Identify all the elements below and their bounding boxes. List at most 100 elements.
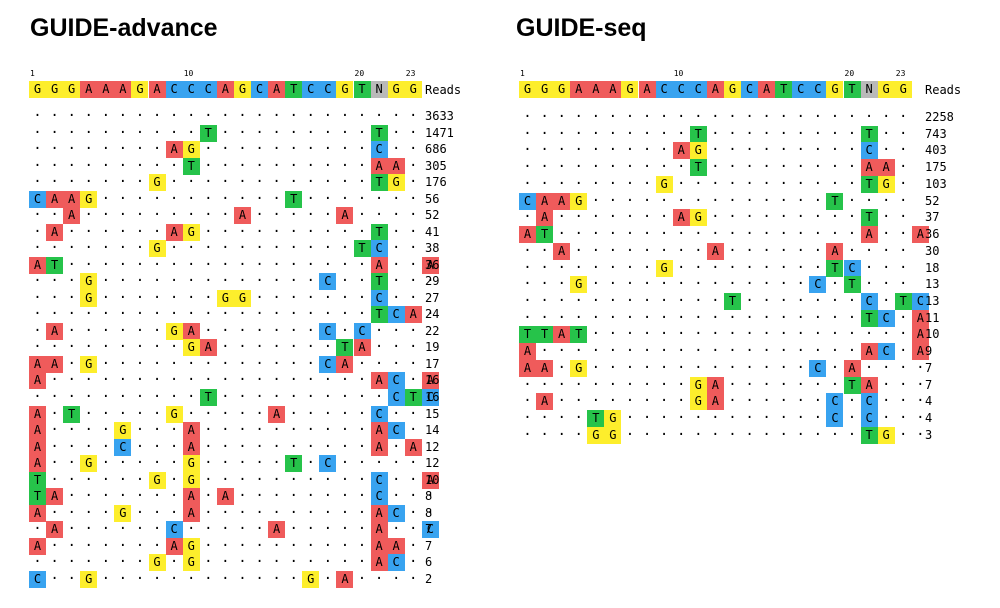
mismatch-base: G <box>182 223 200 241</box>
match-dot: · <box>306 438 315 455</box>
mismatch-base: A <box>29 355 46 373</box>
mismatch-base: T <box>536 326 554 344</box>
match-dot: · <box>745 192 754 209</box>
match-dot: · <box>728 142 737 159</box>
match-dot: · <box>187 372 196 389</box>
match-dot: · <box>745 175 754 192</box>
mismatch-base: C <box>319 355 337 373</box>
mismatch-base: G <box>604 410 622 428</box>
match-dot: · <box>323 223 333 240</box>
match-dot: · <box>221 240 230 257</box>
mismatch-base: G <box>689 142 707 160</box>
match-dot: · <box>728 242 737 259</box>
match-dot: · <box>409 256 418 273</box>
match-dot: · <box>796 326 805 343</box>
match-dot: · <box>67 355 76 372</box>
mismatch-base: G <box>148 174 166 192</box>
match-dot: · <box>118 570 128 587</box>
match-dot: · <box>306 488 315 505</box>
match-dot: · <box>221 405 230 422</box>
match-dot: · <box>523 309 532 326</box>
match-dot: · <box>238 256 247 273</box>
match-dot: · <box>711 293 720 310</box>
match-dot: · <box>745 109 754 125</box>
reference-base: A <box>114 81 132 98</box>
match-dot: · <box>745 159 754 176</box>
mismatch-base: A <box>536 359 554 377</box>
mismatch-base: A <box>370 372 388 390</box>
reference-base: A <box>216 81 234 98</box>
match-dot: · <box>728 426 737 443</box>
match-dot: · <box>33 157 42 174</box>
match-dot: · <box>391 124 401 141</box>
match-dot: · <box>374 355 384 372</box>
match-dot: · <box>540 426 549 443</box>
match-dot: · <box>289 306 298 323</box>
match-dot: · <box>711 109 720 125</box>
mismatch-base: G <box>148 554 166 572</box>
mismatch-base: T <box>587 410 605 428</box>
mismatch-base: A <box>553 242 571 260</box>
match-dot: · <box>221 141 230 158</box>
match-dot: · <box>67 141 76 158</box>
match-dot: · <box>67 306 76 323</box>
match-dot: · <box>306 306 315 323</box>
match-dot: · <box>847 109 857 125</box>
match-dot: · <box>523 175 532 192</box>
match-dot: · <box>762 125 771 142</box>
match-dot: · <box>916 410 925 427</box>
match-dot: · <box>84 438 93 455</box>
match-dot: · <box>728 343 737 360</box>
mismatch-base: A <box>843 359 861 377</box>
match-dot: · <box>711 175 720 192</box>
match-dot: · <box>409 339 418 356</box>
match-dot: · <box>323 207 333 224</box>
match-dot: · <box>762 426 771 443</box>
reference-base: C <box>319 81 337 98</box>
match-dot: · <box>523 142 532 159</box>
match-dot: · <box>830 359 840 376</box>
match-dot: · <box>118 157 128 174</box>
match-dot: · <box>238 108 247 124</box>
match-dot: · <box>289 207 298 224</box>
match-dot: · <box>323 157 333 174</box>
mismatch-base: A <box>860 226 878 244</box>
match-dot: · <box>323 554 333 571</box>
match-dot: · <box>101 537 111 554</box>
match-dot: · <box>540 410 549 427</box>
match-dot: · <box>33 207 42 224</box>
match-dot: · <box>67 157 76 174</box>
mismatch-base: G <box>689 393 707 411</box>
match-dot: · <box>289 537 298 554</box>
match-dot: · <box>847 192 857 209</box>
mismatch-base: A <box>370 422 388 440</box>
match-dot: · <box>899 326 908 343</box>
match-dot: · <box>677 125 686 142</box>
match-dot: · <box>557 343 566 360</box>
match-dot: · <box>796 109 805 125</box>
mismatch-base: A <box>672 142 690 160</box>
match-dot: · <box>33 339 42 356</box>
read-count: 15 <box>425 406 440 421</box>
match-dot: · <box>238 190 247 207</box>
match-dot: · <box>357 405 367 422</box>
match-dot: · <box>118 124 128 141</box>
match-dot: · <box>642 226 652 243</box>
match-dot: · <box>289 322 298 339</box>
match-dot: · <box>711 426 720 443</box>
mismatch-base: A <box>860 343 878 361</box>
match-dot: · <box>523 276 532 293</box>
match-dot: · <box>591 175 601 192</box>
match-dot: · <box>152 306 162 323</box>
match-dot: · <box>899 259 908 276</box>
mismatch-base: G <box>80 289 98 307</box>
mismatch-base: G <box>877 175 895 193</box>
match-dot: · <box>796 259 805 276</box>
match-dot: · <box>830 125 840 142</box>
match-dot: · <box>796 426 805 443</box>
match-dot: · <box>625 259 635 276</box>
match-dot: · <box>608 159 618 176</box>
match-dot: · <box>135 207 145 224</box>
match-dot: · <box>813 175 823 192</box>
match-dot: · <box>272 355 281 372</box>
